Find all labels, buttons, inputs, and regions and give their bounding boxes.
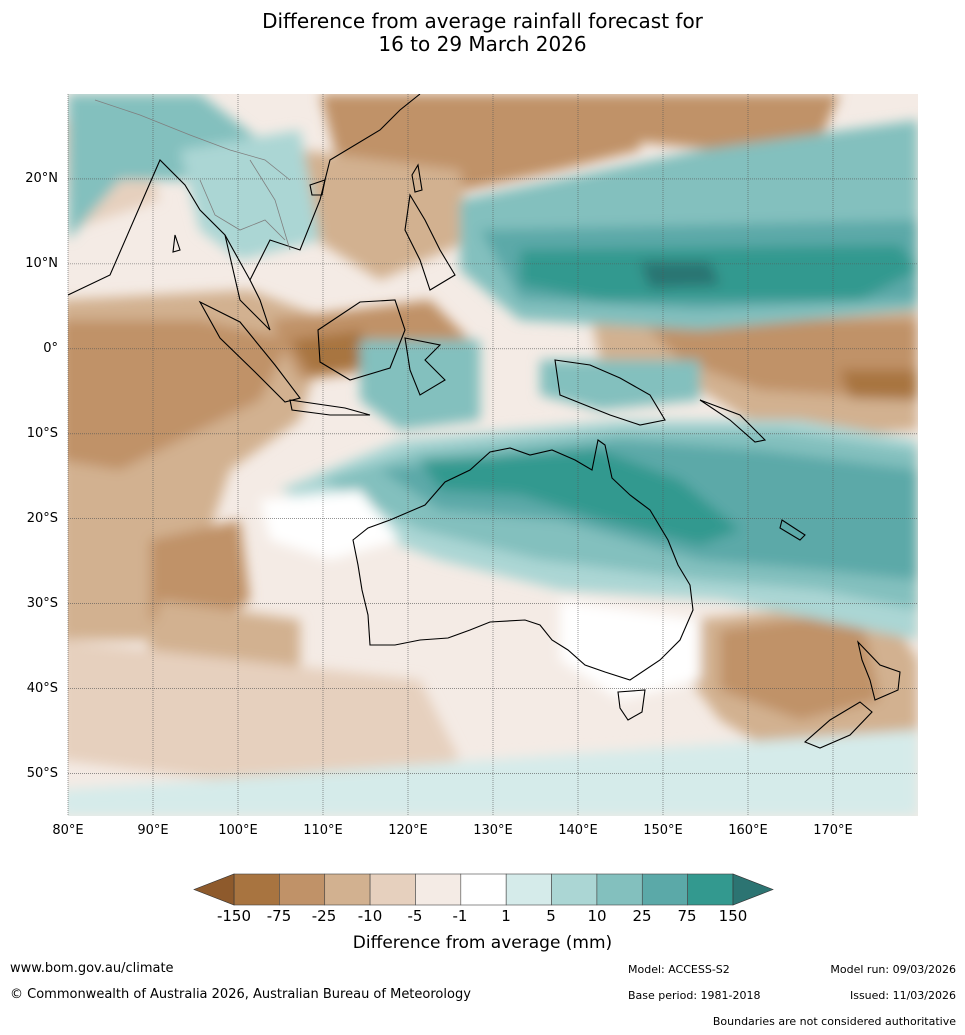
dry-indian-ocean-core [68, 320, 290, 470]
lon-label: 170°E [813, 823, 853, 838]
colorbar-tick: 10 [587, 907, 607, 925]
colorbar-tick: -150 [216, 907, 252, 925]
dry-china-outer [300, 150, 470, 280]
colorbar-segment [460, 873, 507, 906]
model-text: Model: ACCESS-S2 [628, 963, 730, 976]
lon-label: 120°E [388, 823, 428, 838]
lat-label: 0° [43, 341, 58, 356]
philippines-coastline [404, 193, 456, 291]
wet-indochina [180, 130, 320, 260]
colorbar-tick: 150 [718, 907, 748, 925]
wet-north-pacific-peak [640, 262, 720, 288]
neutral-southeast-au [560, 600, 700, 700]
sri-lanka [172, 234, 181, 253]
website-link[interactable]: www.bom.gov.au/climate [10, 961, 174, 976]
taiwan-coastline [411, 163, 423, 193]
coastlines [68, 94, 901, 749]
issued-text: Issued: 11/03/2026 [849, 989, 956, 1002]
malay-peninsula [224, 234, 271, 331]
lat-label: 50°S [26, 766, 58, 781]
lat-label: 10°N [25, 256, 58, 271]
copyright-text: © Commonwealth of Australia 2026, Austra… [10, 987, 471, 1002]
lon-label: 130°E [473, 823, 513, 838]
colorbar-segment [415, 873, 462, 906]
dry-borneo-core [290, 330, 380, 375]
colorbar-segment [641, 873, 688, 906]
lon-label: 150°E [643, 823, 683, 838]
colorbar-segment [324, 873, 371, 906]
dry-tasman-core [720, 610, 880, 720]
lat-label: 10°S [26, 426, 58, 441]
java-coastline [289, 399, 371, 416]
colorbar-tick: 25 [632, 907, 652, 925]
lon-label: 110°E [303, 823, 343, 838]
colorbar-extend-high [732, 873, 774, 906]
colorbar-segment [596, 873, 643, 906]
colorbar-tick: 1 [501, 907, 511, 925]
dry-pacific-strong [840, 370, 918, 400]
colorbar-segment [279, 873, 326, 906]
wet-australia-core [420, 450, 740, 545]
new-zealand-north [857, 640, 901, 701]
hainan-coastline [309, 179, 326, 196]
model-run-text: Model run: 09/03/2026 [830, 963, 956, 976]
colorbar-tick: -75 [266, 907, 292, 925]
lon-label: 140°E [558, 823, 598, 838]
colorbar-extend-low [193, 873, 235, 906]
colorbar-title: Difference from average (mm) [352, 933, 613, 953]
lon-label: 160°E [728, 823, 768, 838]
colorbar-segment [687, 873, 734, 906]
colorbar-segment [551, 873, 598, 906]
lat-label: 20°S [26, 511, 58, 526]
colorbar-tick: -1 [452, 907, 468, 925]
sulawesi-coastline [404, 337, 446, 396]
dry-north-pacific [600, 94, 840, 150]
base-period-text: Base period: 1981-2018 [628, 989, 761, 1002]
colorbar-tick: -5 [407, 907, 423, 925]
colorbar-tick: 5 [546, 907, 556, 925]
tasmania-coastline [617, 689, 646, 721]
colorbar-tick: 75 [677, 907, 697, 925]
lat-label: 30°S [26, 596, 58, 611]
wet-himalaya [68, 94, 260, 240]
country-borders [94, 99, 291, 251]
graticule [67, 94, 918, 816]
dry-south-light [68, 640, 460, 790]
new-caledonia [779, 519, 806, 541]
lat-label: 20°N [25, 171, 58, 186]
solomons [699, 399, 767, 443]
lon-label: 90°E [137, 823, 169, 838]
colorbar-segment [369, 873, 416, 906]
disclaimer-text: Boundaries are not considered authoritat… [712, 1015, 956, 1028]
lon-label: 80°E [52, 823, 84, 838]
title-line-1: Difference from average rainfall forecas… [262, 9, 703, 33]
asia-coastline [68, 94, 421, 296]
neutral-west-au [260, 490, 400, 560]
borneo-coastline [317, 299, 406, 381]
colorbar-segment [233, 873, 280, 906]
map-title: Difference from average rainfall forecas… [0, 10, 965, 56]
lat-label: 40°S [26, 681, 58, 696]
new-guinea-coastline [554, 359, 666, 426]
colorbar-tick: -10 [357, 907, 383, 925]
wet-north-pacific-core [520, 245, 918, 300]
wet-sulawesi [360, 340, 480, 430]
wet-new-guinea [540, 360, 700, 410]
new-zealand-south [803, 701, 873, 749]
title-line-2: 16 to 29 March 2026 [378, 32, 587, 56]
colorbar-tick: -25 [311, 907, 337, 925]
australia-coastline [352, 439, 694, 681]
lon-label: 100°E [218, 823, 258, 838]
colorbar-segment [505, 873, 552, 906]
